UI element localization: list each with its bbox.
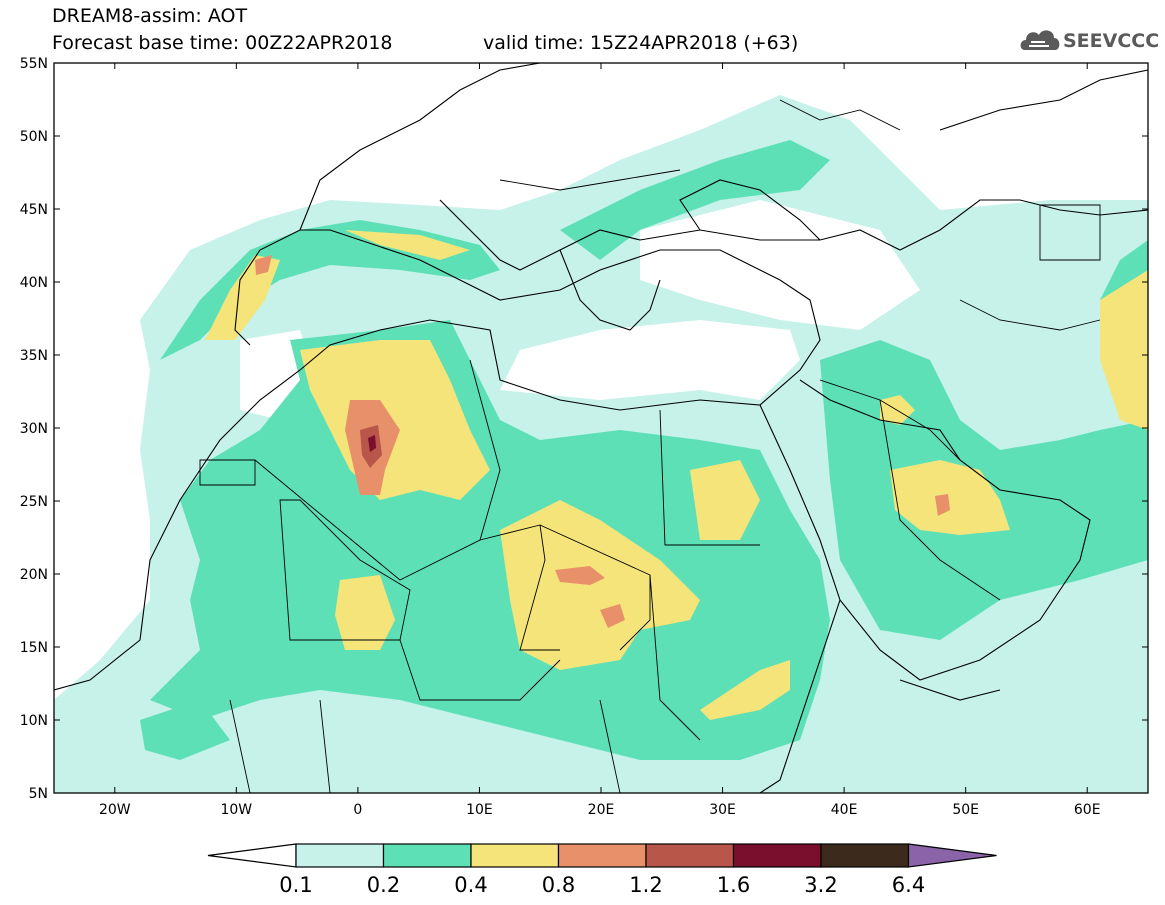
lat-tick-label: 40N xyxy=(20,275,48,291)
latitude-labels: 5N 10N 15N 20N 25N 30N 35N 40N 45N 50N 55N xyxy=(20,56,1148,802)
longitude-labels: 20W 10W 0 10E 20E 30E 40E 50E 60E xyxy=(99,63,1101,818)
lat-tick-label: 10N xyxy=(20,713,48,729)
coastlines xyxy=(54,63,1148,793)
lat-tick-label: 55N xyxy=(20,56,48,72)
lon-tick-label: 10W xyxy=(220,802,252,818)
lat-tick-label: 15N xyxy=(20,640,48,656)
colorbar-label: 0.1 xyxy=(279,873,312,897)
lon-tick-label: 20W xyxy=(99,802,131,818)
colorbar-segment xyxy=(820,843,910,868)
lat-tick-label: 5N xyxy=(29,786,48,802)
colorbar-label: 0.4 xyxy=(454,873,487,897)
colorbar-min-triangle xyxy=(207,843,297,868)
colorbar-label: 3.2 xyxy=(804,873,837,897)
lat-tick-label: 20N xyxy=(20,567,48,583)
borders xyxy=(199,99,1101,793)
lon-tick-label: 20E xyxy=(588,802,615,818)
colorbar-segment xyxy=(557,843,647,868)
lon-tick-label: 30E xyxy=(709,802,736,818)
colorbar-segment xyxy=(295,843,385,868)
colorbar-segment xyxy=(382,843,472,868)
valid-time: valid time: 15Z24APR2018 (+63) xyxy=(483,32,799,54)
colorbar-segment xyxy=(470,843,560,868)
colorbar-segment xyxy=(645,843,735,868)
lon-tick-label: 50E xyxy=(952,802,979,818)
map-title: DREAM8-assim: AOT xyxy=(52,5,248,27)
colorbar: 0.1 0.2 0.4 0.8 1.2 1.6 3.2 6.4 xyxy=(207,843,997,897)
colorbar-label: 1.2 xyxy=(629,873,662,897)
logo-text: SEEVCCC xyxy=(1063,30,1160,52)
seevccc-logo: SEEVCCC xyxy=(1019,22,1159,58)
colorbar-label: 1.6 xyxy=(717,873,750,897)
lat-tick-label: 25N xyxy=(20,494,48,510)
lat-tick-label: 50N xyxy=(20,129,48,145)
lat-tick-label: 35N xyxy=(20,348,48,364)
colorbar-segment xyxy=(732,843,822,868)
colorbar-max-triangle xyxy=(907,843,997,868)
forecast-base-time: Forecast base time: 00Z22APR2018 xyxy=(52,32,393,54)
colorbar-label: 6.4 xyxy=(892,873,925,897)
aot-field xyxy=(54,63,1148,793)
lon-tick-label: 10E xyxy=(466,802,493,818)
lat-tick-label: 30N xyxy=(20,421,48,437)
lon-tick-label: 0 xyxy=(353,802,362,818)
colorbar-label: 0.2 xyxy=(367,873,400,897)
lat-tick-label: 45N xyxy=(20,202,48,218)
cloud-icon xyxy=(1020,30,1060,50)
colorbar-label: 0.8 xyxy=(542,873,575,897)
lon-tick-label: 60E xyxy=(1074,802,1101,818)
lon-tick-label: 40E xyxy=(831,802,858,818)
